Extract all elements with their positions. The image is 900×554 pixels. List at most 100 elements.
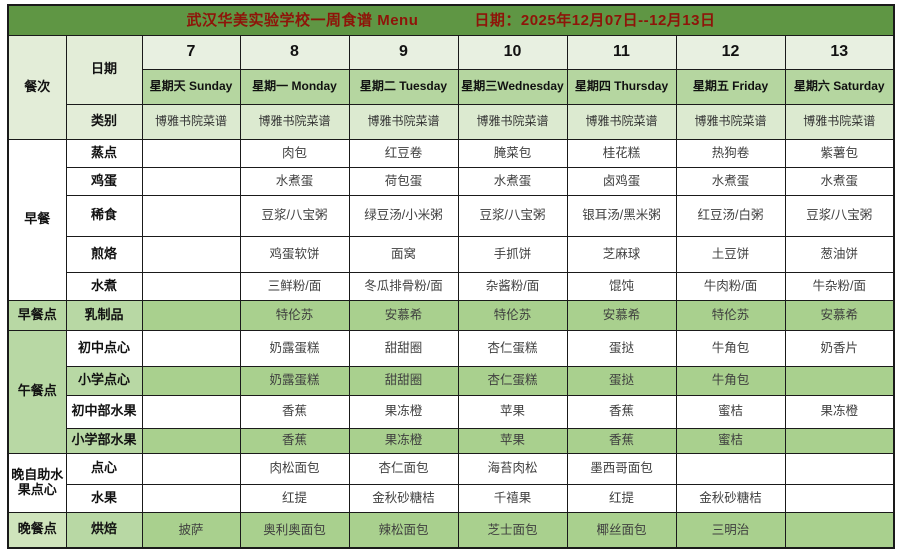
menu-cell: [784, 427, 895, 454]
row-label: 小学点心: [65, 365, 143, 396]
menu-cell: 豆浆/八宝粥: [457, 194, 568, 237]
menu-cell: 银耳汤/黑米粥: [566, 194, 677, 237]
menu-cell: [141, 166, 241, 196]
menu-cell: 辣松面包: [348, 511, 459, 549]
menu-cell: 面窝: [348, 235, 459, 273]
row-label: 小学部水果: [65, 427, 143, 454]
menu-cell: 香蕉: [566, 394, 677, 429]
category-row-header: 类别: [65, 103, 143, 140]
category-cell: 博雅书院菜谱: [784, 103, 895, 140]
date-number-cell: 12: [675, 34, 786, 70]
date-number-cell: 13: [784, 34, 895, 70]
menu-cell: 椰丝面包: [566, 511, 677, 549]
menu-cell: 金秋砂糖桔: [348, 483, 459, 513]
menu-cell: 果冻橙: [784, 394, 895, 429]
weekday-cell: 星期一 Monday: [239, 68, 350, 105]
menu-cell: [141, 427, 241, 454]
menu-cell: 腌菜包: [457, 138, 568, 168]
menu-cell: 牛角包: [675, 365, 786, 396]
meal-col-header: 餐次: [7, 34, 67, 140]
menu-cell: 手抓饼: [457, 235, 568, 273]
menu-cell: 三鲜粉/面: [239, 271, 350, 301]
date-number-row: 餐次 日期 7 8 9 10 11 12 13: [7, 34, 895, 140]
menu-row: 早餐 蒸点 肉包 红豆卷 腌菜包 桂花糕 热狗卷 紫薯包: [7, 138, 895, 301]
menu-cell: 甜甜圈: [348, 365, 459, 396]
menu-cell: [141, 194, 241, 237]
menu-cell: 海苔肉松: [457, 452, 568, 485]
menu-cell: 金秋砂糖桔: [675, 483, 786, 513]
menu-cell: 墨西哥面包: [566, 452, 677, 485]
weekday-cell: 星期五 Friday: [675, 68, 786, 105]
menu-cell: [141, 365, 241, 396]
menu-cell: [141, 483, 241, 513]
weekday-cell: 星期三Wednesday: [457, 68, 568, 105]
menu-row: 煎烙 鸡蛋软饼 面窝 手抓饼 芝麻球 土豆饼 葱油饼: [8, 235, 895, 273]
menu-cell: [675, 452, 786, 485]
menu-cell: 红提: [239, 483, 350, 513]
date-number-cell: 10: [457, 34, 568, 70]
menu-cell: 杂酱粉/面: [457, 271, 568, 301]
menu-cell: 肉松面包: [239, 452, 350, 485]
menu-cell: 水煮蛋: [457, 166, 568, 196]
menu-cell: [141, 235, 241, 273]
row-label: 初中部水果: [65, 394, 143, 429]
menu-cell: 果冻橙: [348, 394, 459, 429]
row-label: 鸡蛋: [65, 166, 143, 196]
section-label: 晚自助水果点心: [7, 452, 67, 513]
title-text: 武汉华美实验学校一周食谱 Menu: [186, 11, 419, 29]
menu-row: 午餐点 初中点心 奶露蛋糕 甜甜圈 杏仁蛋糕 蛋挞 牛角包 奶香片: [7, 329, 895, 454]
title-date: 日期：2025年12月07日--12月13日: [474, 11, 716, 29]
row-label: 蒸点: [65, 138, 143, 168]
menu-row: 水煮 三鲜粉/面 冬瓜排骨粉/面 杂酱粉/面 馄饨 牛肉粉/面 牛杂粉/面: [8, 271, 895, 301]
menu-cell: 奶露蛋糕: [239, 329, 350, 367]
menu-cell: 杏仁面包: [348, 452, 459, 485]
menu-cell: 冬瓜排骨粉/面: [348, 271, 459, 301]
menu-cell: 披萨: [141, 511, 241, 549]
row-label: 初中点心: [65, 329, 143, 367]
date-number-cell: 8: [239, 34, 350, 70]
weekday-cell: 星期四 Thursday: [566, 68, 677, 105]
menu-cell: 土豆饼: [675, 235, 786, 273]
row-label: 水煮: [65, 271, 143, 301]
page-title: 武汉华美实验学校一周食谱 Menu 日期：2025年12月07日--12月13日: [7, 4, 895, 36]
menu-cell: [784, 365, 895, 396]
category-cell: 博雅书院菜谱: [566, 103, 677, 140]
menu-cell: 果冻橙: [348, 427, 459, 454]
menu-cell: 蜜桔: [675, 394, 786, 429]
row-label: 水果: [65, 483, 143, 513]
banner-row: 武汉华美实验学校一周食谱 Menu 日期：2025年12月07日--12月13日: [7, 4, 895, 36]
menu-row: 鸡蛋 水煮蛋 荷包蛋 水煮蛋 卤鸡蛋 水煮蛋 水煮蛋: [8, 166, 895, 196]
menu-cell: 牛肉粉/面: [675, 271, 786, 301]
menu-cell: 卤鸡蛋: [566, 166, 677, 196]
weekday-cell: 星期天 Sunday: [141, 68, 241, 105]
menu-cell: 蜜桔: [675, 427, 786, 454]
date-number-cell: 11: [566, 34, 677, 70]
category-row: 类别 博雅书院菜谱 博雅书院菜谱 博雅书院菜谱 博雅书院菜谱 博雅书院菜谱 博雅书院菜谱博…: [8, 103, 895, 140]
weekday-row: 星期天 Sunday 星期一 Monday 星期二 Tuesday 星期三Wednes…: [8, 68, 895, 105]
menu-cell: 红豆汤/白粥: [675, 194, 786, 237]
menu-cell: 特伦苏: [239, 299, 350, 331]
menu-cell: 葱油饼: [784, 235, 895, 273]
menu-cell: 荷包蛋: [348, 166, 459, 196]
menu-cell: [141, 271, 241, 301]
menu-cell: 鸡蛋软饼: [239, 235, 350, 273]
menu-table: 武汉华美实验学校一周食谱 Menu 日期：2025年12月07日--12月13日 …: [7, 4, 896, 549]
menu-cell: 香蕉: [566, 427, 677, 454]
category-cell: 博雅书院菜谱: [239, 103, 350, 140]
menu-cell: 桂花糕: [566, 138, 677, 168]
section-label: 晚餐点: [7, 511, 67, 549]
menu-row: 早餐点 乳制品 特伦苏 安慕希 特伦苏 安慕希 特伦苏 安慕希: [7, 299, 895, 331]
date-number-cell: 9: [348, 34, 459, 70]
menu-cell: 奶香片: [784, 329, 895, 367]
menu-cell: 香蕉: [239, 427, 350, 454]
menu-cell: 水煮蛋: [239, 166, 350, 196]
menu-cell: 奥利奥面包: [239, 511, 350, 549]
menu-cell: 特伦苏: [457, 299, 568, 331]
menu-cell: 杏仁蛋糕: [457, 329, 568, 367]
category-cell: 博雅书院菜谱: [348, 103, 459, 140]
menu-row: 稀食 豆浆/八宝粥 绿豆汤/小米粥 豆浆/八宝粥 银耳汤/黑米粥 红豆汤/白粥 豆浆/八宝粥: [8, 194, 895, 237]
menu-row: 初中部水果 香蕉 果冻橙 苹果 香蕉 蜜桔 果冻橙: [8, 394, 895, 429]
menu-cell: 蛋挞: [566, 365, 677, 396]
menu-cell: 安慕希: [348, 299, 459, 331]
menu-cell: 芝士面包: [457, 511, 568, 549]
